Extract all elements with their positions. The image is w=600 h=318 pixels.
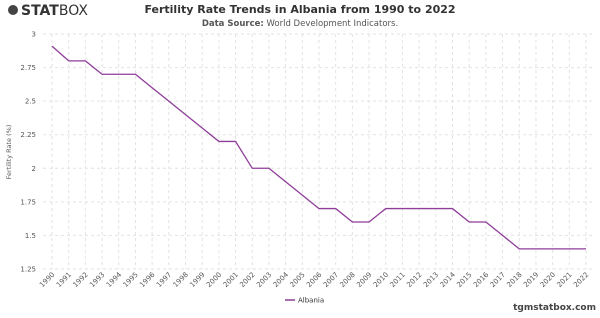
x-tick-label: 1995 xyxy=(122,271,140,289)
subtitle-label: Data Source: xyxy=(202,19,264,29)
logo: STATBOX xyxy=(8,3,88,19)
line xyxy=(51,45,586,250)
x-tick-label: 2001 xyxy=(222,271,240,289)
x-tick-label: 2000 xyxy=(205,271,223,289)
x-tick-label: 2002 xyxy=(238,271,256,289)
y-tick-label: 1.5 xyxy=(25,232,36,240)
x-tick-label: 1993 xyxy=(88,271,106,289)
x-tick-label: 2019 xyxy=(522,271,540,289)
logo-icon xyxy=(8,5,18,15)
x-tick-label: 2010 xyxy=(372,271,390,289)
x-tick-label: 1991 xyxy=(55,271,73,289)
footer: tgmstatbox.com xyxy=(513,303,596,313)
y-tick-label: 2.75 xyxy=(20,64,36,72)
y-tick-label: 2 xyxy=(32,165,36,173)
x-tick-label: 1994 xyxy=(105,270,124,289)
x-tick-label: 2021 xyxy=(555,271,573,289)
logo-bold: STAT xyxy=(21,3,59,19)
x-tick-label: 2022 xyxy=(572,271,590,289)
x-tick-label: 2007 xyxy=(322,271,340,289)
y-tick-label: 1.25 xyxy=(20,266,36,274)
x-tick-label: 1999 xyxy=(188,271,206,289)
y-tick-label: 1.75 xyxy=(20,198,36,206)
x-tick-label: 2012 xyxy=(405,271,423,289)
x-tick-label: 2018 xyxy=(505,271,523,289)
x-tick-label: 2013 xyxy=(422,271,440,289)
y-tick-label: 2.5 xyxy=(25,98,36,106)
x-tick-label: 2011 xyxy=(389,271,407,289)
x-tick-label: 2017 xyxy=(489,271,507,289)
x-tick-label: 2016 xyxy=(472,270,491,289)
x-tick-label: 2003 xyxy=(255,271,273,289)
x-tick-label: 1997 xyxy=(155,271,173,289)
y-tick-label: 3 xyxy=(32,31,36,39)
x-tick-label: 2020 xyxy=(539,271,557,289)
x-tick-label: 2014 xyxy=(439,270,458,289)
x-tick-label: 1992 xyxy=(72,271,90,289)
y-axis-label: Fertility Rate (%) xyxy=(5,125,13,180)
x-tick-label: 1990 xyxy=(38,271,56,289)
subtitle-text: World Development Indicators. xyxy=(266,19,398,29)
logo-text: STATBOX xyxy=(21,3,88,19)
chart-title: Fertility Rate Trends in Albania from 19… xyxy=(144,3,455,16)
logo-light: BOX xyxy=(59,3,88,19)
x-tick-label: 2006 xyxy=(305,270,324,289)
legend-label: Albania xyxy=(298,297,324,305)
x-tick-label: 1996 xyxy=(138,270,157,289)
x-tick-label: 2015 xyxy=(455,271,473,289)
x-tick-label: 2008 xyxy=(339,271,357,289)
x-tick-label: 1998 xyxy=(172,271,190,289)
y-tick-label: 2.25 xyxy=(20,131,36,139)
x-tick-label: 2004 xyxy=(272,270,291,289)
chart-subtitle: Data Source: World Development Indicator… xyxy=(202,19,398,29)
x-tick-label: 2009 xyxy=(355,271,373,289)
x-tick-label: 2005 xyxy=(288,271,306,289)
